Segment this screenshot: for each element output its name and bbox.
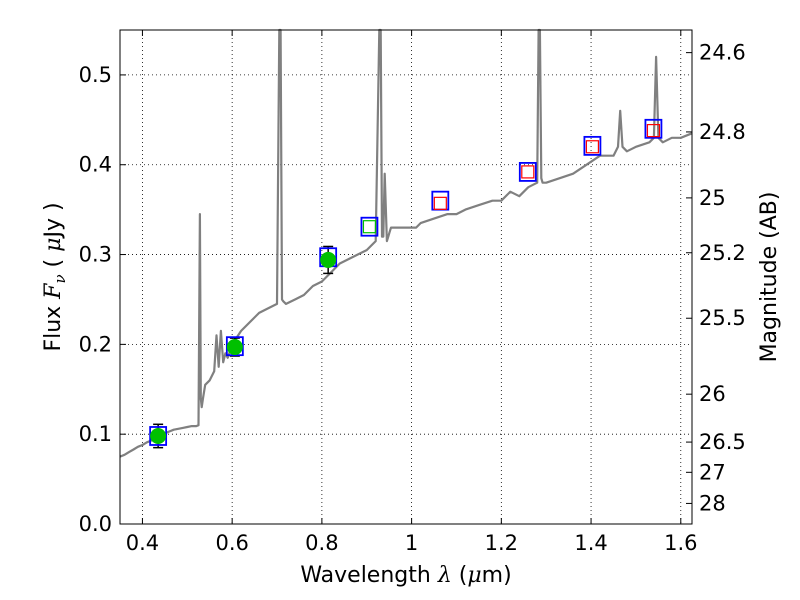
x-tick-label: 0.4	[126, 531, 159, 555]
spectrum-layer	[119, 28, 693, 458]
x-tick-label: 1.4	[574, 531, 607, 555]
y2-tick-label: 25.2	[699, 241, 746, 265]
spectrum-line	[119, 28, 693, 458]
x-tick-label: 1	[405, 531, 418, 555]
plot-frame	[119, 29, 693, 525]
predicted-square	[433, 196, 447, 210]
x-axis-title: Wavelength λ (μm)	[300, 563, 511, 588]
model-square-blue	[225, 336, 244, 357]
predicted-square	[585, 140, 600, 154]
x-tick-label: 0.6	[215, 531, 248, 555]
y-axis-title: Flux Fν ( μJy )	[41, 202, 69, 351]
y2-tick-label: 28	[699, 491, 726, 515]
y2-tick-label: 25	[699, 186, 726, 210]
y2-tick-label: 26	[699, 382, 726, 406]
y2-tick-label: 27	[699, 460, 726, 484]
model-square-blue	[644, 118, 663, 139]
data-point-circle	[320, 251, 337, 268]
model-square-blue	[583, 135, 602, 156]
y-tick-label: 0.0	[79, 512, 112, 536]
y-tick-label: 0.5	[79, 63, 112, 87]
ticks: 0.4 0.6 0.8 1 1.2 1.4 1.6 0.0 0.1 0.2 0.3 0.4 0.5 24.…	[79, 30, 746, 555]
y-tick-label: 0.4	[79, 153, 112, 177]
y-tick-label: 0.3	[79, 243, 112, 267]
y-tick-label: 0.1	[79, 422, 112, 446]
y2-tick-label: 24.6	[699, 41, 746, 65]
x-tick-label: 0.8	[305, 531, 338, 555]
y2-axis-title: Magnitude (AB)	[757, 192, 782, 363]
x-tick-label: 1.2	[485, 531, 518, 555]
predicted-square	[646, 123, 661, 138]
grid	[120, 30, 692, 525]
predicted-square	[362, 220, 377, 234]
marker-layer	[149, 118, 663, 449]
data-point-circle	[226, 339, 243, 356]
y-tick-label: 0.2	[79, 332, 112, 356]
y2-tick-label: 25.5	[699, 306, 746, 330]
data-point-circle	[150, 427, 167, 444]
model-square-blue	[360, 216, 379, 237]
model-square-blue	[518, 162, 537, 182]
x-tick-label: 1.6	[664, 531, 697, 555]
y2-tick-label: 24.8	[699, 120, 746, 144]
y2-tick-label: 26.5	[699, 430, 746, 454]
predicted-square	[521, 165, 535, 179]
